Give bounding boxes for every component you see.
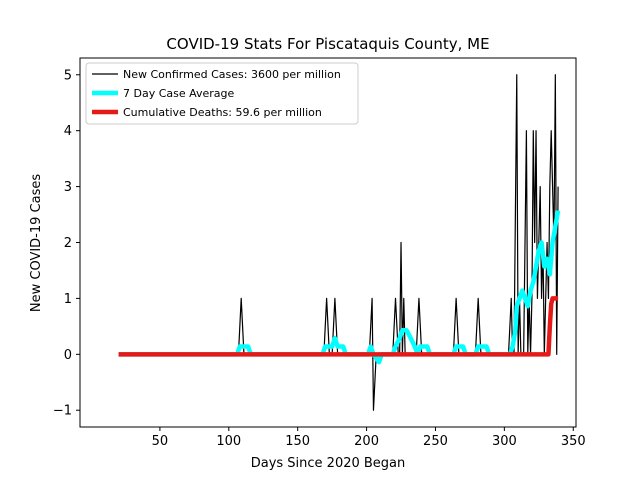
x-tick-label: 300 — [492, 434, 517, 449]
legend-box — [85, 62, 359, 125]
x-axis-label: Days Since 2020 Began — [251, 456, 406, 471]
legend-label-new-cases: New Confirmed Cases: 3600 per million — [123, 68, 341, 81]
y-tick-label: 5 — [64, 68, 72, 83]
legend: New Confirmed Cases: 3600 per million 7 … — [85, 62, 359, 125]
x-tick-label: 100 — [216, 434, 241, 449]
y-tick-label: −1 — [53, 404, 72, 419]
legend-label-7day-average: 7 Day Case Average — [123, 87, 235, 100]
legend-label-cumulative-deaths: Cumulative Deaths: 59.6 per million — [123, 106, 322, 119]
y-tick-label: 2 — [64, 236, 72, 251]
y-tick-label: 4 — [64, 124, 72, 139]
chart-title: COVID-19 Stats For Piscataquis County, M… — [166, 35, 489, 53]
plot-area — [118, 74, 561, 411]
y-tick-label: 0 — [64, 348, 72, 363]
x-tick-label: 150 — [285, 434, 310, 449]
y-tick-label: 3 — [64, 180, 72, 195]
x-tick-label: 350 — [561, 434, 586, 449]
y-axis-label: New COVID-19 Cases — [29, 174, 44, 312]
x-tick-label: 50 — [152, 434, 169, 449]
series-layer — [118, 74, 561, 411]
series-cumulative-deaths — [118, 296, 559, 357]
y-tick-label: 1 — [64, 292, 72, 307]
x-tick-label: 200 — [354, 434, 379, 449]
y-axis: −1 0 1 2 3 4 5 — [53, 68, 80, 419]
x-axis: 50 100 150 200 250 300 350 — [152, 427, 586, 449]
x-tick-label: 250 — [423, 434, 448, 449]
series-new-cases — [118, 74, 559, 411]
